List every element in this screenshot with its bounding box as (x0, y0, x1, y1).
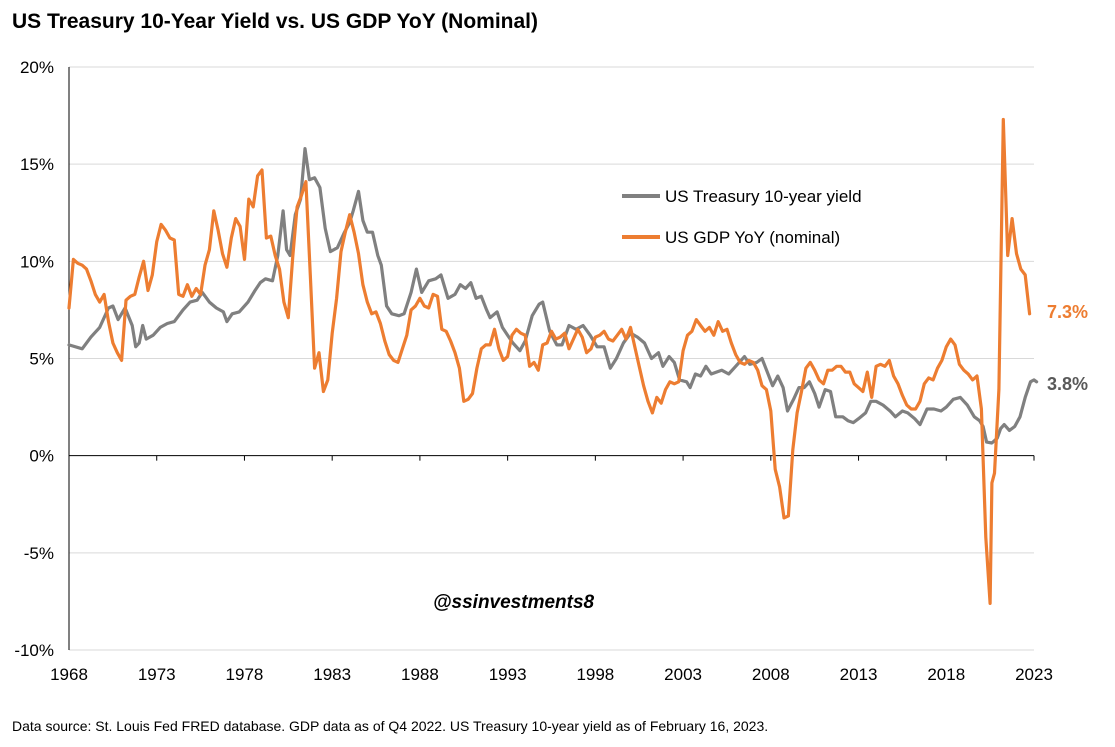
end-labels: 7.3% 3.8% (1047, 302, 1088, 394)
y-tick-label: 20% (20, 58, 54, 77)
legend-label-treasury: US Treasury 10-year yield (665, 187, 862, 206)
axes: -10% -5% 0% 5% 10% 15% 20% 1968 1973 1978 1983 1988… (14, 58, 1053, 684)
x-tick-label: 2023 (1015, 665, 1053, 684)
legend-label-gdp: US GDP YoY (nominal) (665, 228, 840, 247)
x-tick-label: 1968 (50, 665, 88, 684)
y-tick-label: 5% (29, 350, 54, 369)
y-tick-label: 0% (29, 447, 54, 466)
x-tick-label: 1983 (313, 665, 351, 684)
footnote: Data source: St. Louis Fed FRED database… (12, 718, 769, 734)
x-tick-label: 1978 (226, 665, 264, 684)
grid-lines (69, 66, 1034, 651)
y-tick-label: 15% (20, 155, 54, 174)
x-tick-label: 2013 (840, 665, 878, 684)
legend: US Treasury 10-year yield US GDP YoY (no… (622, 187, 862, 247)
x-tick-label: 1973 (138, 665, 176, 684)
x-tick-label: 1993 (489, 665, 527, 684)
end-label-gdp: 7.3% (1047, 302, 1088, 322)
watermark-text: @ssinvestments8 (433, 592, 595, 613)
series-lines (67, 117, 1039, 605)
series-line-treasury (67, 147, 1039, 445)
x-tick-label: 1988 (401, 665, 439, 684)
end-label-treasury: 3.8% (1047, 374, 1088, 394)
y-tick-label: 10% (20, 252, 54, 271)
x-tick-label: 2008 (752, 665, 790, 684)
x-tick-label: 2003 (664, 665, 702, 684)
series-line-gdp (67, 117, 1032, 605)
y-tick-label: -5% (24, 544, 54, 563)
x-tick-label: 1998 (576, 665, 614, 684)
y-tick-label: -10% (14, 641, 54, 660)
chart-title: US Treasury 10-Year Yield vs. US GDP YoY… (12, 10, 539, 33)
x-tick-label: 2018 (927, 665, 965, 684)
